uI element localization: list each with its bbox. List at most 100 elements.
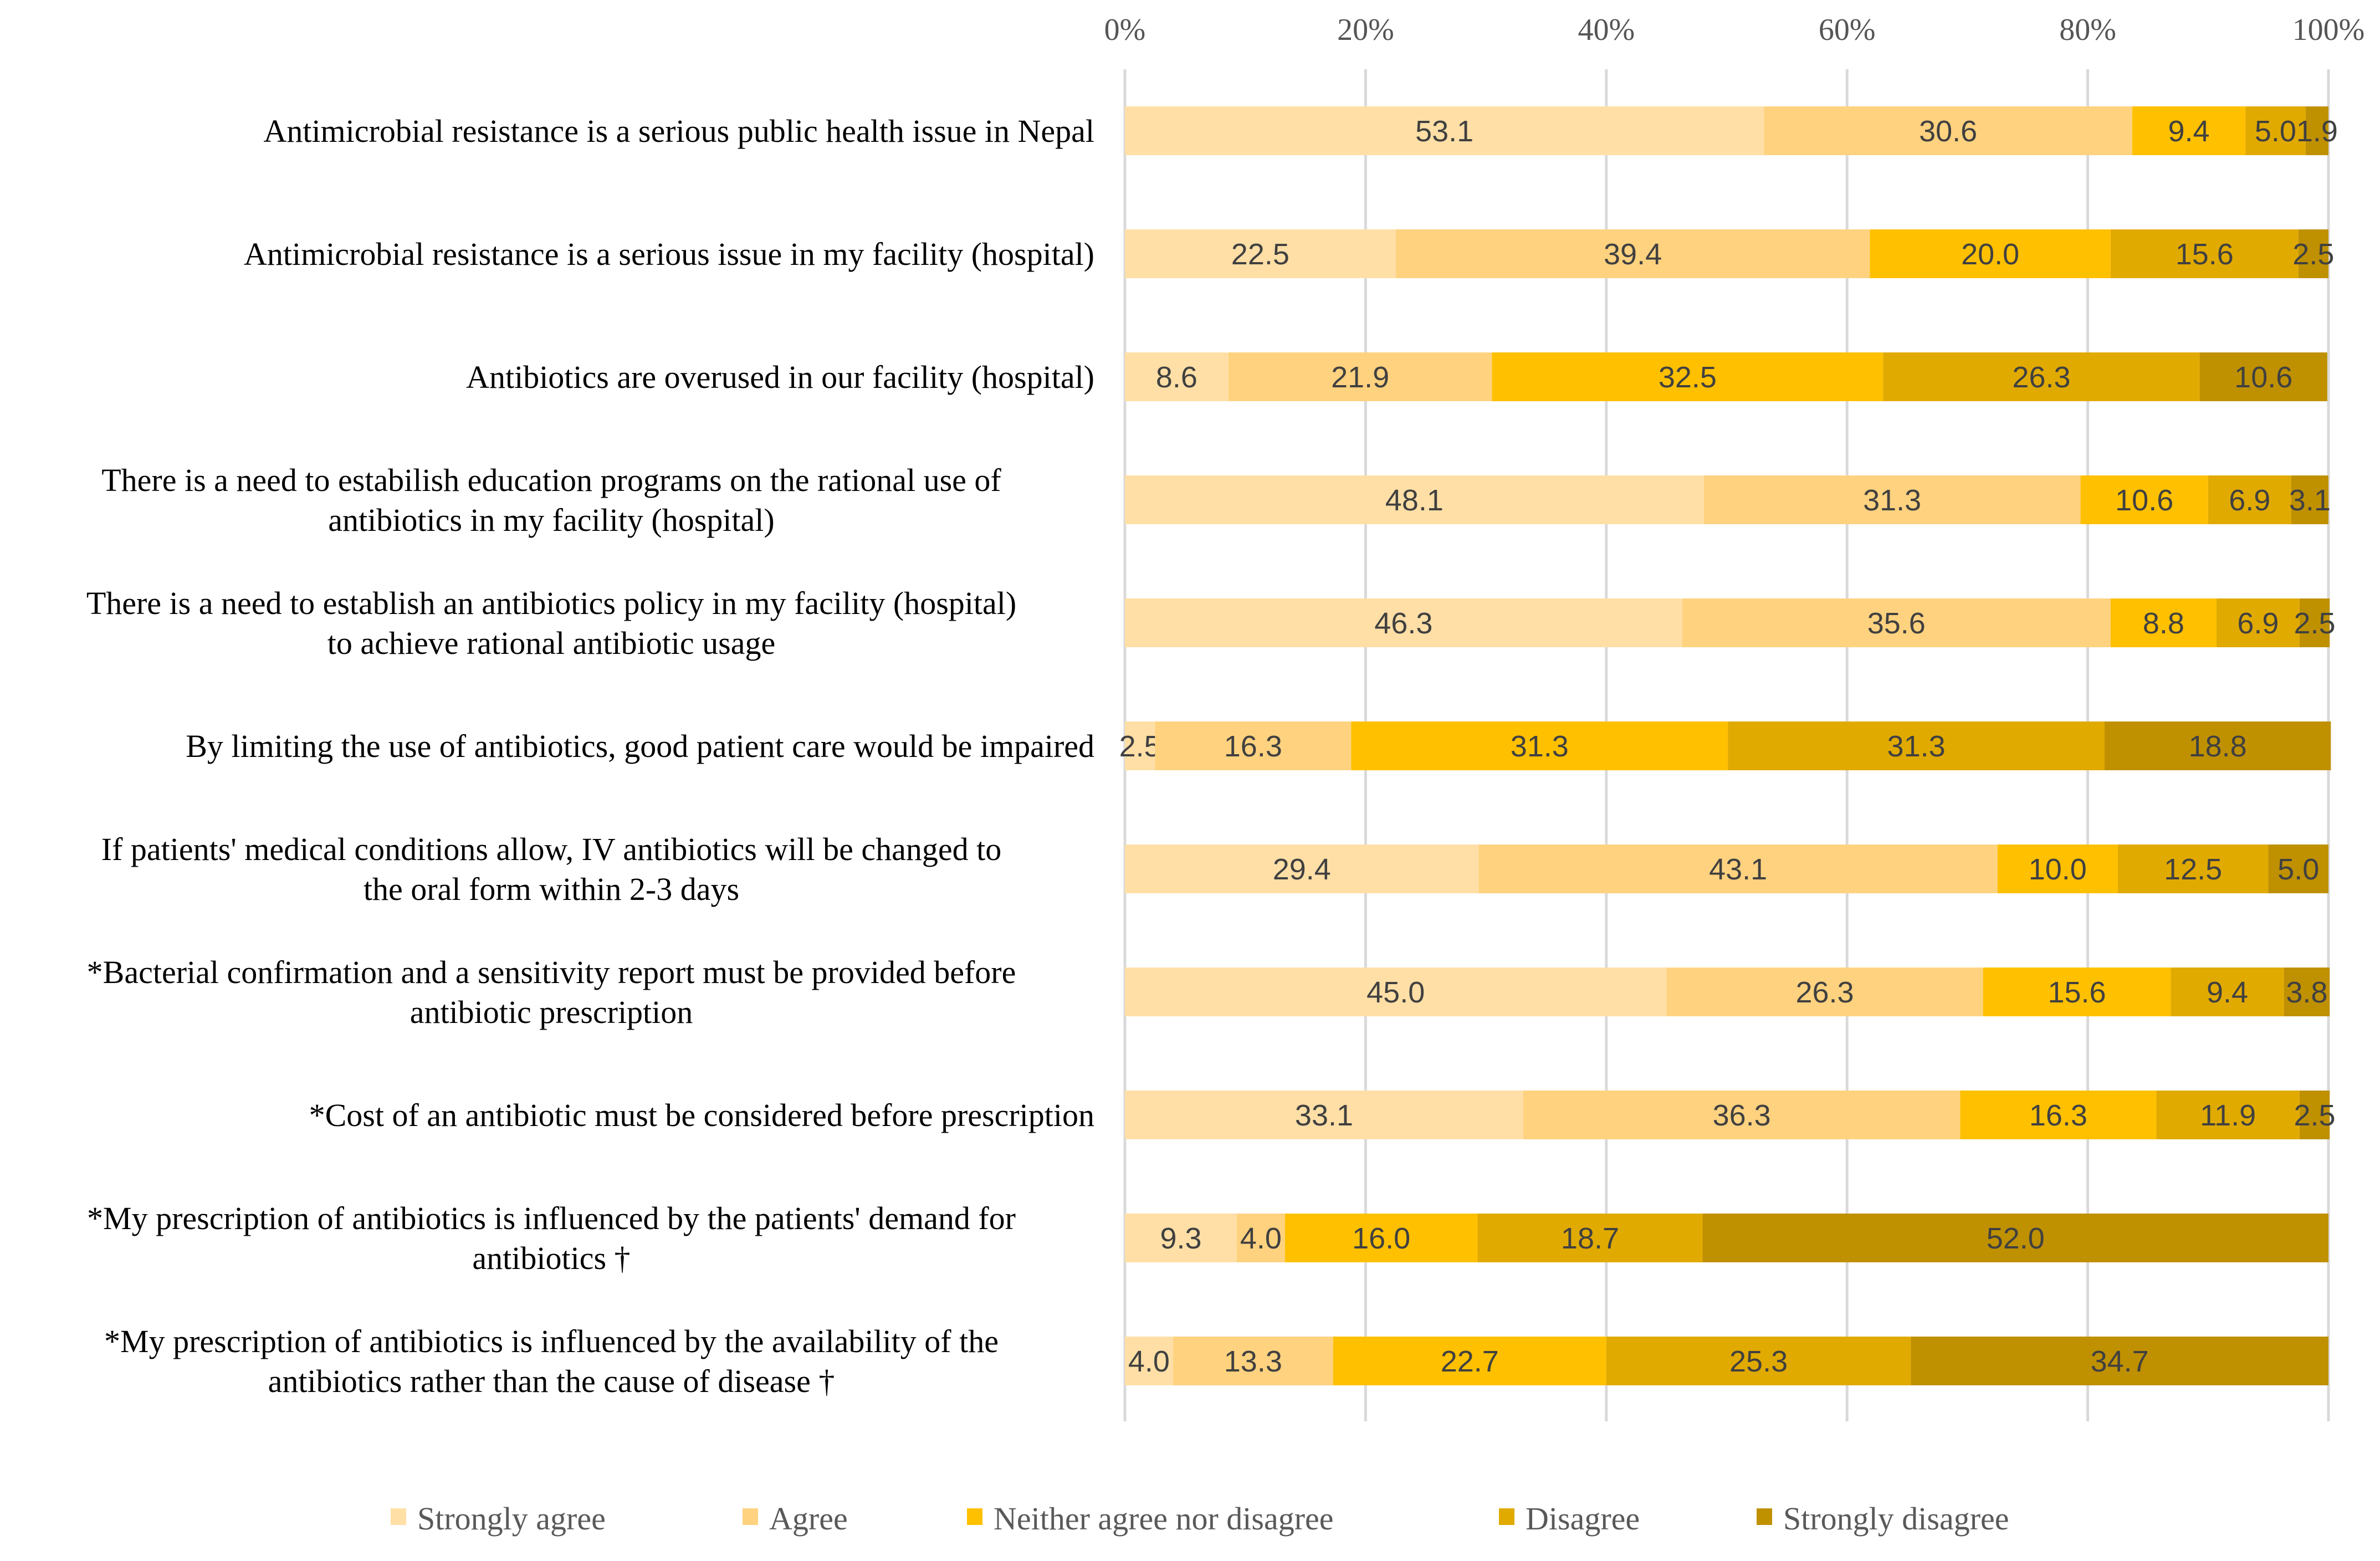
legend-swatch — [967, 1508, 982, 1525]
bar-segment — [2199, 352, 2327, 401]
bar-segment — [1702, 1214, 2328, 1262]
category-label: There is a need to estabilish education … — [101, 462, 1001, 498]
bar-segment — [2105, 721, 2331, 770]
data-label: 48.1 — [1385, 484, 1444, 517]
bar-segment — [2156, 1091, 2300, 1139]
data-label: 10.6 — [2234, 361, 2292, 394]
category-label: Antimicrobial resistance is a serious is… — [244, 236, 1094, 272]
category-label: antibiotics † — [472, 1240, 630, 1276]
data-label: 29.4 — [1273, 853, 1331, 886]
data-label: 2.5 — [2294, 607, 2335, 640]
category-label: antibiotic prescription — [410, 994, 693, 1030]
bar-segment — [2208, 475, 2291, 524]
bar-segment — [1883, 352, 2200, 401]
data-label: 30.6 — [1919, 115, 1977, 148]
bar-segment — [1236, 1214, 1285, 1262]
data-label: 53.1 — [1415, 115, 1473, 148]
data-label: 20.0 — [1961, 238, 2019, 271]
data-label: 1.9 — [2296, 115, 2338, 148]
data-label: 46.3 — [1374, 607, 1432, 640]
legend-swatch — [1757, 1508, 1772, 1525]
bar-segment — [1125, 721, 1155, 770]
x-tick-label: 80% — [2059, 13, 2116, 47]
data-label: 33.1 — [1295, 1099, 1353, 1132]
data-label: 35.6 — [1867, 607, 1926, 640]
category-label: *My prescription of antibiotics is influ… — [87, 1200, 1016, 1236]
data-label: 26.3 — [2012, 361, 2070, 394]
data-label: 8.6 — [1156, 361, 1197, 394]
legend-label: Strongly disagree — [1783, 1501, 2009, 1537]
bar-segment — [1125, 598, 1682, 647]
bar-segment — [1333, 1337, 1606, 1385]
category-label: *Bacterial confirmation and a sensitivit… — [87, 954, 1016, 990]
legend: Strongly agree Agree Neither agree nor dis… — [391, 1501, 2009, 1537]
category-label: There is a need to establish an antibiot… — [86, 585, 1016, 621]
data-label: 15.6 — [2176, 238, 2234, 271]
data-label: 16.0 — [1352, 1222, 1410, 1255]
data-label: 16.3 — [2029, 1099, 2087, 1132]
data-label: 4.0 — [1128, 1345, 1170, 1378]
data-label: 13.3 — [1224, 1345, 1282, 1378]
bar-segment — [2298, 229, 2328, 278]
data-label: 9.3 — [1160, 1222, 1201, 1255]
bar-segment — [1682, 598, 2111, 647]
bar-segment — [2080, 475, 2208, 524]
bar-segment — [1125, 1337, 1173, 1385]
data-label: 18.8 — [2189, 730, 2247, 763]
category-label: antibiotics in my facility (hospital) — [328, 502, 774, 538]
data-label: 3.8 — [2286, 976, 2327, 1009]
x-tick-label: 40% — [1578, 13, 1635, 47]
data-label: 16.3 — [1224, 730, 1282, 763]
data-label: 11.9 — [2200, 1099, 2256, 1132]
bar-segment — [2110, 598, 2217, 647]
bar-segment — [1155, 721, 1352, 770]
bar-segment — [1911, 1337, 2328, 1385]
category-label: antibiotics rather than the cause of dis… — [268, 1363, 835, 1399]
data-label: 5.0 — [2277, 853, 2319, 886]
bar-segment — [1125, 229, 1396, 278]
data-label: 25.3 — [1729, 1345, 1788, 1378]
x-tick-label: 100% — [2292, 13, 2365, 47]
legend-label: Strongly agree — [417, 1501, 606, 1537]
bar-segment — [1492, 352, 1883, 401]
bar-segment — [1477, 1214, 1703, 1262]
data-label: 9.4 — [2207, 976, 2248, 1009]
data-label: 43.1 — [1709, 853, 1767, 886]
bar-segment — [2132, 106, 2246, 155]
data-label: 4.0 — [1240, 1222, 1282, 1255]
bar-segment — [2117, 845, 2269, 893]
category-label: to achieve rational antibiotic usage — [327, 625, 775, 661]
x-tick-label: 60% — [1819, 13, 1876, 47]
data-label: 12.5 — [2164, 853, 2222, 886]
data-label: 26.3 — [1795, 976, 1854, 1009]
bar-segment — [1764, 106, 2132, 155]
bar-segment — [1606, 1337, 1911, 1385]
category-label: Antibiotics are overused in our facility… — [466, 359, 1094, 395]
bar-segment — [1870, 229, 2111, 278]
bar-segment — [1125, 352, 1229, 401]
data-label: 21.9 — [1331, 361, 1389, 394]
category-label: the oral form within 2-3 days — [364, 871, 739, 907]
legend-label: Agree — [769, 1501, 848, 1537]
data-label: 3.1 — [2289, 484, 2331, 517]
bar-segment — [1983, 968, 2171, 1016]
data-label: 15.6 — [2048, 976, 2106, 1009]
data-label: 45.0 — [1366, 976, 1425, 1009]
data-label: 34.7 — [2091, 1345, 2149, 1378]
data-label: 31.3 — [1887, 730, 1946, 763]
bar-segment — [1173, 1337, 1333, 1385]
legend-label: Neither agree nor disagree — [994, 1501, 1334, 1537]
bar-segment — [2217, 598, 2300, 647]
data-label: 8.8 — [2143, 607, 2184, 640]
bar-segment — [1728, 721, 2105, 770]
bar-segment — [2268, 845, 2328, 893]
data-label: 6.9 — [2237, 607, 2279, 640]
legend-label: Disagree — [1526, 1501, 1640, 1537]
bar-segment — [1125, 968, 1667, 1016]
bar-segment — [1395, 229, 1870, 278]
x-tick-label: 20% — [1337, 13, 1394, 47]
category-label: Antimicrobial resistance is a serious pu… — [263, 113, 1094, 149]
legend-swatch — [391, 1508, 406, 1525]
bar-segment — [1703, 475, 2081, 524]
bar-segment — [1666, 968, 1983, 1016]
